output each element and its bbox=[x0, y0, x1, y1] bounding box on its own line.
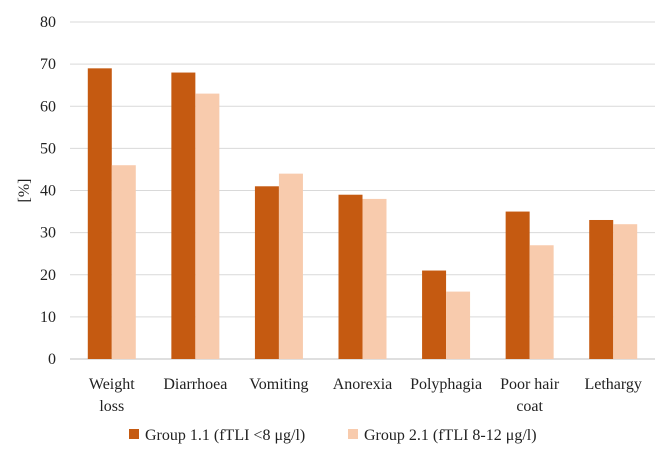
y-tick-label: 40 bbox=[40, 183, 56, 200]
x-category-label: Weight bbox=[89, 376, 135, 393]
x-category-label: coat bbox=[516, 398, 543, 415]
x-category-label: Polyphagia bbox=[410, 376, 482, 393]
x-category-label: loss bbox=[99, 398, 124, 415]
legend-label-series-1: Group 1.1 (fTLI <8 μg/l) bbox=[145, 427, 305, 444]
legend-swatch-series-1 bbox=[129, 429, 139, 439]
bar-series-2-cat-6 bbox=[529, 245, 554, 359]
bar-series-2-cat-1 bbox=[111, 165, 136, 359]
bar-series-1-cat-5 bbox=[422, 270, 447, 359]
bar-series-2-cat-5 bbox=[446, 291, 471, 359]
bar-series-1-cat-3 bbox=[254, 186, 279, 359]
x-category-label: Lethargy bbox=[584, 376, 641, 393]
bar-series-1-cat-7 bbox=[589, 219, 614, 359]
bar-series-1-cat-1 bbox=[87, 68, 112, 360]
x-category-label: Diarrhoea bbox=[163, 376, 227, 393]
x-category-label: Anorexia bbox=[333, 376, 393, 393]
bar-series-1-cat-4 bbox=[338, 194, 363, 359]
y-tick-label: 30 bbox=[40, 225, 56, 242]
x-category-label: Vomiting bbox=[249, 376, 308, 393]
bar-series-2-cat-3 bbox=[278, 173, 303, 359]
y-tick-label: 20 bbox=[40, 267, 56, 284]
gridlines bbox=[70, 21, 655, 360]
bar-series-1-cat-6 bbox=[505, 211, 530, 359]
y-axis-ticks: 0 10 20 30 40 50 60 70 80 bbox=[40, 14, 56, 368]
legend-swatch-series-2 bbox=[348, 429, 358, 439]
bar-series-2-cat-4 bbox=[362, 198, 387, 359]
bar-series-2-cat-2 bbox=[195, 93, 220, 360]
bars bbox=[87, 68, 638, 360]
y-tick-label: 10 bbox=[40, 309, 56, 326]
y-tick-label: 50 bbox=[40, 140, 56, 157]
bar-series-2-cat-7 bbox=[613, 224, 638, 359]
y-tick-label: 0 bbox=[48, 351, 56, 368]
legend-label-series-2: Group 2.1 (fTLI 8-12 μg/l) bbox=[364, 427, 537, 444]
y-tick-label: 80 bbox=[40, 14, 56, 31]
x-axis-category-labels: Weight loss Diarrhoea Vomiting Anorexia Polyp… bbox=[89, 376, 642, 415]
x-category-label: Poor hair bbox=[500, 376, 560, 393]
y-tick-label: 70 bbox=[40, 56, 56, 73]
y-axis-title: [%] bbox=[16, 179, 33, 203]
y-tick-label: 60 bbox=[40, 98, 56, 115]
bar-series-1-cat-2 bbox=[171, 72, 196, 360]
legend: Group 1.1 (fTLI <8 μg/l) Group 2.1 (fTLI … bbox=[129, 427, 537, 444]
